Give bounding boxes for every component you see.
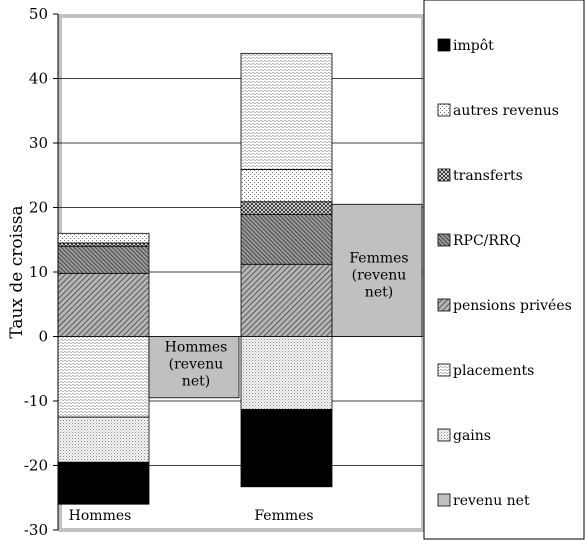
net-income-label: (revenu (169, 357, 224, 373)
legend-swatch-transferts (437, 168, 451, 182)
legend-label-placements: placements (453, 363, 534, 379)
legend: impôt autres revenus transferts RPC/RRQ pens… (423, 0, 585, 540)
legend-label-autres-revenus: autres revenus (453, 103, 559, 119)
bar-segment-transferts-hommes (57, 242, 150, 247)
legend-label-pensions-privees: pensions privées (453, 298, 572, 314)
y-tick-label: -20 (24, 457, 48, 475)
legend-swatch-placements (437, 363, 451, 377)
y-tick-label: 40 (29, 70, 48, 88)
bar-segment-autres-revenus-femmes (240, 169, 333, 203)
legend-swatch-autres-revenus (437, 103, 451, 117)
bar-segment-rpc-rrq-femmes (240, 214, 333, 265)
bar-segment-placements-femmes (240, 52, 333, 170)
bar-segment-pensions-privees-femmes (240, 263, 333, 337)
legend-swatch-gains (437, 428, 451, 442)
bar-segment-pensions-privees-hommes (57, 272, 150, 337)
x-axis: Hommes Femmes (69, 508, 314, 524)
legend-swatch-impot (437, 38, 451, 52)
legend-box (423, 0, 585, 540)
net-income-label: net) (182, 374, 210, 390)
bar-segment-gains-femmes (240, 336, 333, 410)
bar-segment-placements-hommes (57, 336, 150, 418)
y-tick-label: 10 (29, 263, 48, 281)
net-income-label: Femmes (349, 250, 408, 266)
y-tick-label: -30 (24, 521, 48, 539)
x-category-label: Hommes (69, 508, 132, 524)
y-tick-label: 0 (38, 328, 48, 346)
bar-segment-autres-revenus-hommes (57, 232, 150, 244)
bar-segment-revenu-net-femmes (331, 203, 423, 337)
legend-swatch-rpc-rrq (437, 233, 451, 247)
net-income-label: net) (365, 284, 393, 300)
legend-label-impot: impôt (453, 38, 494, 54)
y-axis-label: Taux de croissa (7, 205, 27, 338)
y-tick-label: 30 (29, 134, 48, 152)
y-tick-label: 50 (29, 5, 48, 23)
legend-label-transferts: transferts (453, 168, 523, 184)
net-income-label: Hommes (165, 340, 228, 356)
bar-segment-transferts-femmes (240, 201, 333, 215)
bar-segment-gains-hommes (57, 416, 150, 463)
legend-label-gains: gains (453, 428, 491, 444)
legend-swatch-revenu-net (437, 493, 451, 507)
x-category-label: Femmes (254, 508, 313, 524)
legend-swatch-pensions-privees (437, 298, 451, 312)
bar-segment-revenu-net-hommes (148, 336, 240, 399)
y-tick-label: 20 (29, 199, 48, 217)
legend-label-revenu-net: revenu net (453, 493, 530, 509)
bar-segment-impot-hommes (57, 461, 150, 505)
net-income-label: (revenu (352, 267, 407, 283)
y-tick-label: -10 (24, 392, 48, 410)
bar-segment-rpc-rrq-hommes (57, 245, 150, 274)
legend-label-rpc-rrq: RPC/RRQ (453, 233, 521, 249)
y-axis: -30 -20 -10 0 10 20 30 40 50 Taux de croissa (7, 5, 59, 539)
bar-segment-impot-femmes (240, 408, 333, 488)
